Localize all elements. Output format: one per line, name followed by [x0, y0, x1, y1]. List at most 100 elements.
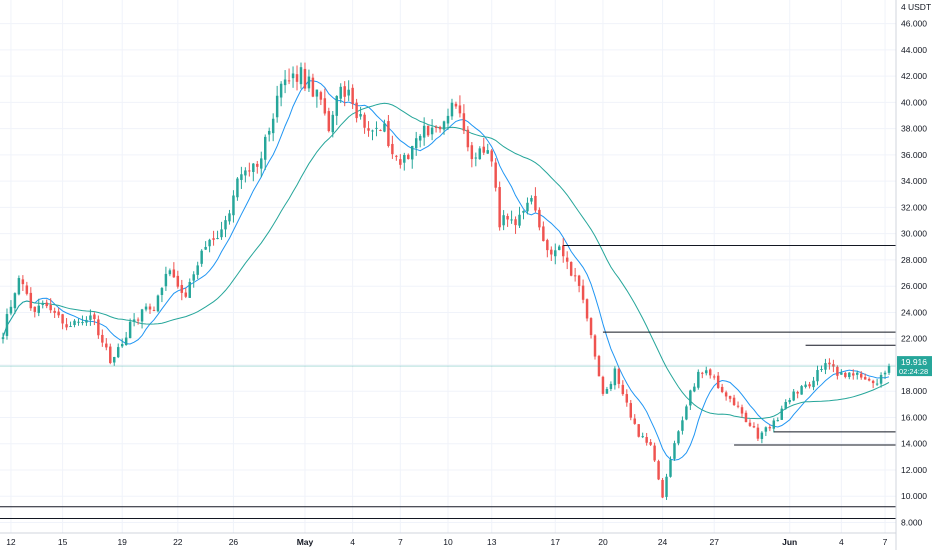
candle[interactable] [212, 230, 215, 246]
candle[interactable] [776, 417, 780, 422]
candles[interactable] [1, 62, 891, 500]
candle[interactable] [200, 249, 203, 267]
candle[interactable] [728, 395, 732, 403]
candle[interactable] [434, 125, 438, 133]
candle[interactable] [871, 379, 875, 389]
candle[interactable] [450, 98, 454, 120]
horizontal-levels[interactable] [0, 244, 896, 520]
candle[interactable] [144, 303, 148, 312]
candle[interactable] [836, 365, 839, 380]
candle[interactable] [303, 62, 307, 92]
candle[interactable] [792, 388, 795, 402]
candle[interactable] [558, 244, 561, 251]
candle[interactable] [5, 308, 9, 340]
candle[interactable] [53, 307, 56, 319]
candle[interactable] [93, 312, 96, 326]
candle[interactable] [244, 167, 247, 183]
candle[interactable] [164, 266, 168, 291]
candle[interactable] [565, 251, 569, 270]
candle[interactable] [554, 243, 557, 265]
candle[interactable] [856, 370, 859, 380]
candle[interactable] [681, 416, 684, 435]
candle[interactable] [641, 432, 644, 439]
candle[interactable] [816, 365, 819, 386]
candle[interactable] [804, 381, 807, 389]
candle[interactable] [248, 162, 251, 177]
candle[interactable] [422, 117, 426, 146]
candle[interactable] [411, 145, 414, 169]
candle[interactable] [752, 422, 756, 429]
candle[interactable] [176, 270, 180, 289]
candle[interactable] [716, 372, 720, 389]
candle[interactable] [534, 187, 537, 213]
candle[interactable] [542, 221, 545, 242]
candle[interactable] [848, 372, 851, 380]
candle[interactable] [148, 303, 152, 314]
candle[interactable] [502, 210, 505, 231]
candle[interactable] [77, 318, 80, 326]
candle[interactable] [577, 274, 581, 293]
candle[interactable] [593, 334, 597, 360]
candle[interactable] [458, 95, 462, 118]
candle[interactable] [478, 146, 482, 160]
candle[interactable] [538, 207, 541, 231]
candle[interactable] [430, 119, 434, 141]
candle[interactable] [124, 331, 128, 346]
candle[interactable] [832, 359, 835, 373]
candle[interactable] [887, 363, 891, 375]
candle[interactable] [232, 190, 235, 223]
candle[interactable] [132, 313, 136, 327]
candle[interactable] [319, 90, 323, 106]
candle[interactable] [506, 213, 509, 227]
candle[interactable] [184, 287, 187, 299]
candle[interactable] [569, 261, 573, 277]
candle[interactable] [788, 397, 791, 405]
candle[interactable] [824, 358, 827, 375]
candle[interactable] [665, 473, 668, 500]
candle[interactable] [291, 66, 295, 88]
candle[interactable] [252, 163, 255, 182]
candle[interactable] [136, 317, 140, 325]
candle[interactable] [649, 439, 652, 447]
candle[interactable] [561, 238, 565, 263]
candle[interactable] [283, 70, 287, 94]
candle[interactable] [168, 268, 172, 277]
candle[interactable] [192, 271, 195, 288]
candle[interactable] [875, 379, 879, 386]
candle[interactable] [446, 108, 450, 130]
candle[interactable] [546, 238, 549, 258]
candle[interactable] [315, 89, 319, 108]
candle[interactable] [236, 177, 239, 201]
candle[interactable] [363, 112, 366, 134]
candle[interactable] [299, 62, 303, 89]
candle[interactable] [343, 81, 346, 107]
candle[interactable] [1, 332, 5, 344]
candle[interactable] [267, 127, 271, 142]
candle[interactable] [13, 292, 17, 314]
candle[interactable] [673, 440, 676, 461]
price-axis[interactable]: 4 USDT 8.000 10.000 12.000 14.000 16.000 18.0… [901, 2, 931, 527]
candle[interactable] [391, 135, 394, 159]
candle[interactable] [307, 69, 311, 93]
candle[interactable] [518, 206, 521, 229]
candle[interactable] [820, 365, 823, 372]
candle[interactable] [605, 386, 609, 394]
candle[interactable] [657, 459, 660, 481]
candle[interactable] [228, 209, 231, 225]
candle[interactable] [81, 315, 84, 326]
candle[interactable] [609, 381, 613, 392]
candle[interactable] [160, 287, 164, 303]
candle[interactable] [645, 432, 648, 446]
candle[interactable] [69, 321, 72, 328]
candle[interactable] [172, 262, 176, 278]
candle[interactable] [37, 298, 40, 317]
candle[interactable] [442, 120, 446, 135]
candle[interactable] [633, 414, 636, 425]
time-axis[interactable]: 12 15 19 22 26 May 4 7 10 13 17 20 24 27 Jun 4 7 [6, 537, 887, 547]
candle[interactable] [597, 354, 601, 377]
candle[interactable] [883, 370, 887, 380]
candle[interactable] [470, 141, 474, 168]
candle[interactable] [279, 81, 283, 107]
candle[interactable] [196, 261, 199, 280]
